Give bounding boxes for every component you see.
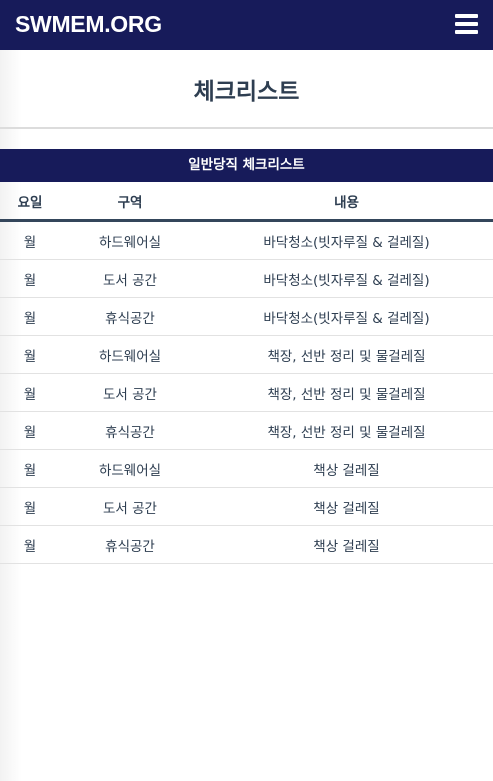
cell-day: 월 <box>0 220 60 260</box>
column-header-task: 내용 <box>200 182 493 222</box>
checklist-caption: 일반당직 체크리스트 <box>0 149 493 182</box>
cell-task: 바닥청소(빗자루질 & 걸레질) <box>200 220 493 260</box>
table-row: 월 휴식공간 바닥청소(빗자루질 & 걸레질) <box>0 297 493 336</box>
cell-area: 휴식공간 <box>60 297 200 336</box>
cell-day: 월 <box>0 373 60 412</box>
cell-task: 책장, 선반 정리 및 물걸레질 <box>200 411 493 450</box>
cell-day: 월 <box>0 525 60 564</box>
table-row: 월 하드웨어실 책장, 선반 정리 및 물걸레질 <box>0 335 493 374</box>
table-header-row: 요일 구역 내용 <box>0 182 493 222</box>
cell-area: 도서 공간 <box>60 487 200 526</box>
cell-day: 월 <box>0 411 60 450</box>
column-header-day: 요일 <box>0 182 60 222</box>
site-brand-link[interactable]: SWMEM.ORG <box>15 11 162 37</box>
title-divider <box>0 127 493 129</box>
cell-task: 바닥청소(빗자루질 & 걸레질) <box>200 259 493 298</box>
cell-task: 책장, 선반 정리 및 물걸레질 <box>200 335 493 374</box>
table-row: 월 휴식공간 책장, 선반 정리 및 물걸레질 <box>0 411 493 450</box>
cell-area: 하드웨어실 <box>60 335 200 374</box>
cell-area: 하드웨어실 <box>60 449 200 488</box>
cell-task: 바닥청소(빗자루질 & 걸레질) <box>200 297 493 336</box>
table-row: 월 하드웨어실 바닥청소(빗자루질 & 걸레질) <box>0 220 493 260</box>
cell-day: 월 <box>0 487 60 526</box>
table-row: 월 도서 공간 바닥청소(빗자루질 & 걸레질) <box>0 259 493 298</box>
menu-bar-line <box>455 22 478 26</box>
cell-day: 월 <box>0 259 60 298</box>
cell-area: 휴식공간 <box>60 525 200 564</box>
cell-day: 월 <box>0 297 60 336</box>
top-navbar: SWMEM.ORG <box>0 0 493 50</box>
hamburger-menu-icon[interactable] <box>455 14 478 34</box>
cell-day: 월 <box>0 335 60 374</box>
cell-area: 휴식공간 <box>60 411 200 450</box>
menu-bar-line <box>455 14 478 18</box>
cell-area: 하드웨어실 <box>60 220 200 260</box>
checklist-table: 요일 구역 내용 월 하드웨어실 바닥청소(빗자루질 & 걸레질) 월 도서 공… <box>0 182 493 564</box>
cell-task: 책상 걸레질 <box>200 525 493 564</box>
cell-task: 책상 걸레질 <box>200 449 493 488</box>
cell-task: 책장, 선반 정리 및 물걸레질 <box>200 373 493 412</box>
page-title: 체크리스트 <box>193 79 300 105</box>
table-row: 월 휴식공간 책상 걸레질 <box>0 525 493 564</box>
cell-area: 도서 공간 <box>60 259 200 298</box>
table-row: 월 도서 공간 책상 걸레질 <box>0 487 493 526</box>
column-header-area: 구역 <box>60 182 200 222</box>
table-row: 월 도서 공간 책장, 선반 정리 및 물걸레질 <box>0 373 493 412</box>
menu-bar-line <box>455 30 478 34</box>
cell-task: 책상 걸레질 <box>200 487 493 526</box>
cell-area: 도서 공간 <box>60 373 200 412</box>
table-row: 월 하드웨어실 책상 걸레질 <box>0 449 493 488</box>
cell-day: 월 <box>0 449 60 488</box>
